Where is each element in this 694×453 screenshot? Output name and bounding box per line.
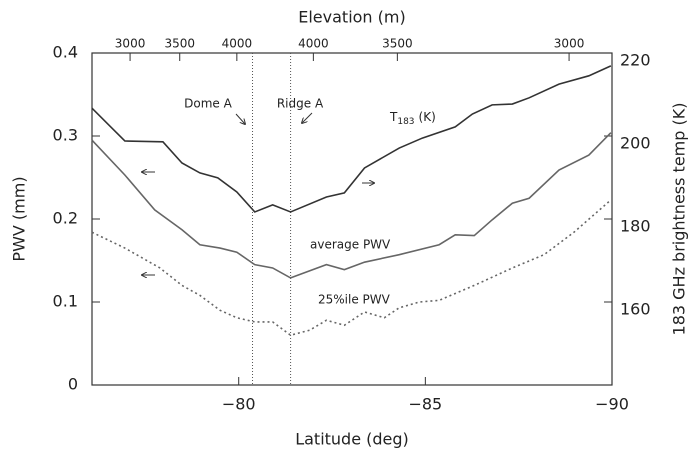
x-tick-label: −80: [222, 395, 256, 414]
series-line: [91, 65, 612, 213]
annotation-arrow: [235, 113, 245, 124]
series-line: [91, 199, 612, 337]
y2-tick-label: 220: [620, 51, 651, 70]
plot-frame: [91, 52, 613, 386]
x-tick-label: −90: [595, 395, 629, 414]
label-part: (K): [419, 110, 436, 124]
x2-tick-label: 3500: [164, 37, 195, 51]
x-axis-label: Latitude (deg): [295, 430, 409, 449]
y2-tick-label: 180: [620, 217, 651, 236]
x2-tick-label: 3500: [382, 37, 413, 51]
marker-label: Dome A: [184, 97, 232, 111]
series-line: [91, 132, 612, 279]
y-tick-label: 0: [68, 375, 78, 394]
y2-axis-label: 183 GHz brightness temp (K): [670, 103, 689, 336]
y2-tick-label: 200: [620, 134, 651, 153]
y-tick-label: 0.1: [53, 292, 78, 311]
x2-tick-label: 4000: [298, 37, 329, 51]
y-tick-label: 0.2: [53, 209, 78, 228]
x2-axis-label: Elevation (m): [298, 8, 405, 27]
x2-tick-label: 4000: [222, 37, 253, 51]
series-label: average PWV: [310, 238, 391, 252]
marker-label: Ridge A: [277, 97, 324, 111]
series-label: T183 (K): [389, 110, 436, 127]
y-axis-label: PWV (mm): [10, 176, 29, 261]
annotation-arrow: [302, 112, 313, 123]
y-tick-label: 0.3: [53, 126, 78, 145]
series-label: 25%ile PWV: [318, 293, 391, 307]
label-part: T: [389, 110, 398, 124]
x2-tick-label: 3000: [554, 37, 585, 51]
y-tick-label: 0.4: [53, 43, 78, 62]
label-subscript: 183: [397, 117, 414, 127]
x-tick-label: −85: [408, 395, 442, 414]
x2-tick-label: 3000: [115, 37, 146, 51]
y2-tick-label: 160: [620, 300, 651, 319]
